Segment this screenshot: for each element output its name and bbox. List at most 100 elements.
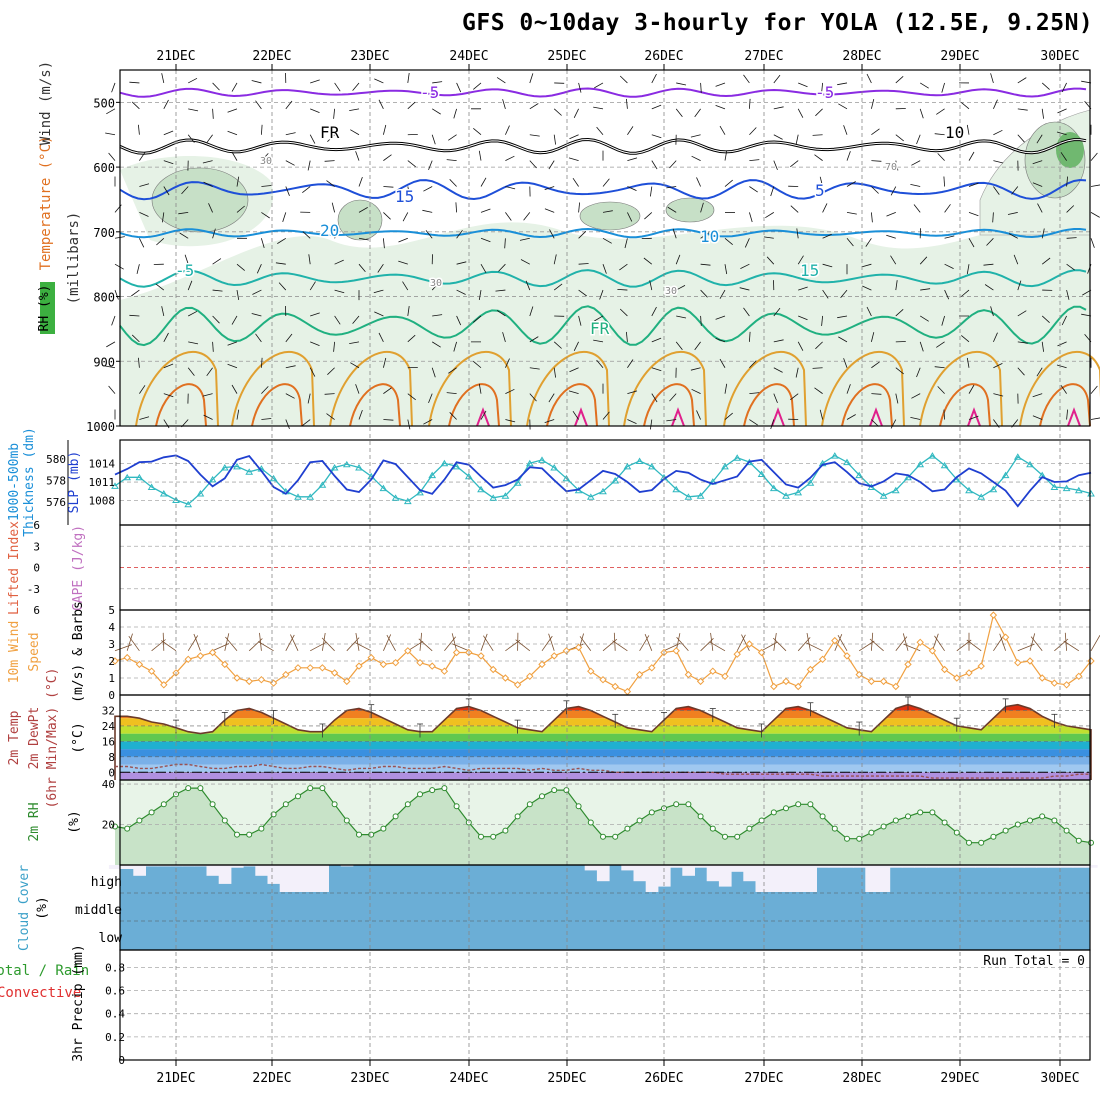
wind-barb-10m	[1064, 632, 1067, 651]
rh2m-point	[966, 839, 972, 846]
wind-barb	[378, 99, 384, 110]
wind-barb-10m	[1029, 633, 1036, 651]
wind10-point	[1075, 672, 1083, 681]
thickness-point	[123, 473, 132, 481]
rh2m-point	[441, 785, 448, 792]
thickness-point	[159, 490, 168, 497]
wind-barb	[715, 315, 726, 320]
isotherm-35-arc	[476, 407, 490, 427]
thickness-point	[172, 496, 180, 503]
top-date-label: 22DEC	[252, 49, 291, 64]
rh2m-point	[124, 825, 131, 832]
wind-barb	[766, 256, 775, 265]
isotherm-30-arc	[349, 383, 401, 427]
rh2m-point	[929, 809, 936, 816]
bottom-date-label: 21DEC	[156, 1071, 195, 1086]
wind-barb	[206, 134, 213, 144]
rh2m-point	[819, 813, 826, 820]
pressure-tick: 500	[93, 96, 115, 110]
wind-barb-10m	[193, 633, 201, 651]
wind-barb	[358, 263, 366, 273]
wind-barb	[505, 388, 515, 394]
wind-barb	[502, 99, 506, 109]
thickness-point	[855, 471, 864, 479]
bottom-date-label: 30DEC	[1040, 1071, 1079, 1086]
wind-barb	[890, 419, 897, 429]
wind-barb	[895, 134, 904, 142]
wind-barb	[231, 384, 238, 394]
wind10-point	[391, 658, 400, 667]
wind-barb	[919, 341, 924, 352]
high-cloud-gap	[206, 865, 220, 876]
thickness-point	[635, 457, 644, 464]
wind-barb-10m	[710, 632, 714, 651]
wind-barb	[651, 367, 662, 372]
rh2m-point	[185, 785, 192, 792]
wind-barb	[187, 367, 195, 376]
lifted-index-tick: 6	[33, 519, 40, 532]
wind-barb-10m	[386, 634, 396, 651]
wind10-point	[574, 643, 583, 652]
rh2m-point	[404, 801, 411, 808]
high-cloud-gap	[1084, 865, 1098, 868]
wind-barb	[309, 367, 316, 377]
wind10-point	[221, 660, 229, 669]
wind-barb	[993, 129, 1003, 136]
wind-barb-10m	[161, 640, 177, 652]
high-cloud-gap	[962, 865, 976, 868]
wind-barb-10m	[483, 635, 494, 652]
slp-tick: 1014	[89, 457, 116, 470]
wind-barb	[936, 341, 945, 348]
thickness-point	[452, 462, 461, 470]
wind-barb	[797, 255, 804, 265]
thickness-tick: 578	[46, 475, 66, 488]
wind-barb	[696, 177, 701, 187]
wind-barb	[431, 367, 436, 378]
wind-barb	[129, 314, 140, 317]
wind-barb	[548, 393, 555, 403]
wind-barb	[666, 419, 677, 422]
rh-shade	[120, 218, 1090, 426]
thickness-ylabel-unit: Thickness (dm)	[22, 427, 37, 537]
wind-barb	[916, 367, 921, 378]
wind-barb	[1066, 263, 1075, 271]
wind-barb	[106, 341, 116, 348]
wind-barb	[724, 383, 728, 394]
wind-barb	[203, 181, 213, 187]
wind-barb-10m	[224, 633, 230, 651]
upper-ylabel-mb: (millibars)	[66, 212, 82, 305]
thickness-point	[1026, 460, 1034, 468]
wind-barb-10m	[932, 633, 939, 651]
wind-barb	[529, 134, 540, 137]
thickness-point	[672, 485, 681, 493]
wind-barb-10m	[285, 634, 295, 651]
wind-barb	[602, 178, 610, 187]
bottom-date-label: 27DEC	[744, 1071, 783, 1086]
high-cloud-gap	[243, 865, 256, 867]
wind10-point	[111, 657, 119, 665]
temp2m-ylabel: 2m Temp	[7, 710, 22, 765]
wind10-tick: 2	[108, 655, 115, 668]
wind10-point	[379, 660, 388, 669]
wind-barb	[1081, 313, 1092, 317]
wind-barb	[649, 280, 653, 291]
wind-barb-10m	[579, 636, 592, 652]
thickness-point	[1062, 484, 1071, 492]
wind-barb	[156, 237, 165, 246]
rh2m-point	[868, 829, 875, 836]
wind10-point	[770, 682, 778, 691]
wind-barb	[1057, 341, 1067, 347]
rh2m-point	[343, 817, 350, 824]
wind-barb	[1017, 134, 1025, 143]
wind-barb	[895, 309, 904, 317]
wind-barb	[333, 108, 335, 119]
wind-barb	[529, 393, 537, 402]
wind-barb	[358, 409, 363, 420]
thickness-point	[379, 484, 388, 492]
wind-barb-10m	[639, 635, 650, 652]
wind-barb-10m	[541, 635, 553, 652]
rh2m-point	[624, 825, 631, 832]
wind-barb	[251, 80, 262, 84]
wind-barb	[505, 358, 510, 368]
wind-barb	[871, 128, 880, 136]
